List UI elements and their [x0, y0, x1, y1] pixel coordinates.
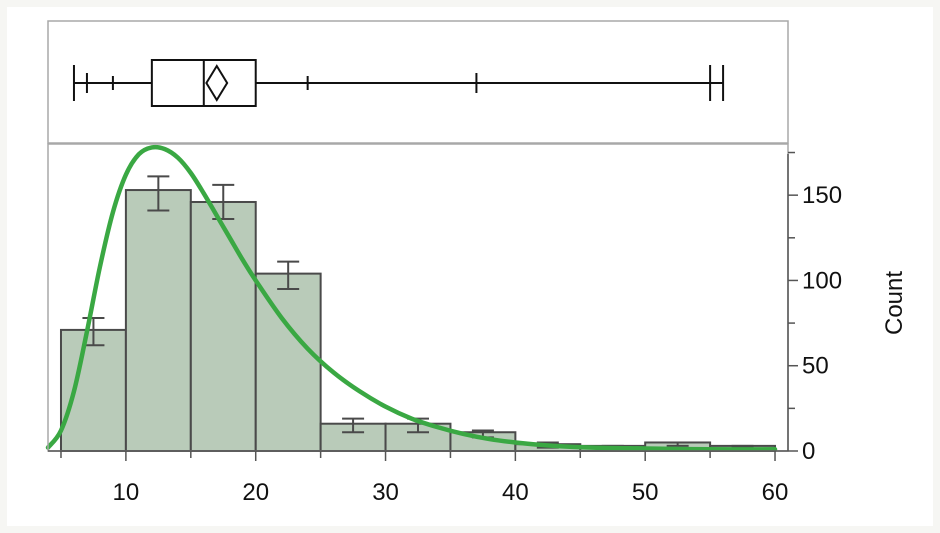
error-bar-2 — [212, 183, 235, 221]
y-tick-label-50: 50 — [802, 353, 829, 380]
histogram-bar-2 — [189, 200, 257, 452]
x-tick-label-60: 60 — [762, 479, 789, 506]
x-tick-label-20: 20 — [242, 479, 269, 506]
y-tick-label-100: 100 — [802, 267, 842, 294]
histogram-bar-3 — [254, 272, 322, 452]
histogram-bar-1 — [124, 189, 192, 453]
y-tick-label-150: 150 — [802, 182, 842, 209]
bars — [59, 189, 777, 453]
y-axis: 0 50 100 150 — [787, 151, 842, 465]
x-tick-label-50: 50 — [632, 479, 659, 506]
histogram-panel — [45, 143, 789, 453]
x-tick-label-30: 30 — [372, 479, 399, 506]
error-bar-1 — [147, 175, 170, 212]
x-tick-label-10: 10 — [113, 479, 140, 506]
box-mean-diamond — [205, 64, 229, 102]
error-bar-4 — [342, 417, 365, 434]
y-tick-label-0: 0 — [802, 438, 815, 465]
fitted-curve — [45, 144, 778, 452]
x-axis: 10 20 30 40 50 60 — [48, 450, 789, 506]
error-bar-9 — [666, 441, 689, 447]
y-axis-title: Count — [881, 271, 908, 335]
box-plot-panel — [47, 20, 789, 144]
error-bar-3 — [277, 260, 300, 290]
histogram-bar-0 — [59, 328, 127, 452]
fitted-density-curve — [45, 144, 778, 452]
x-tick-label-40: 40 — [502, 479, 529, 506]
